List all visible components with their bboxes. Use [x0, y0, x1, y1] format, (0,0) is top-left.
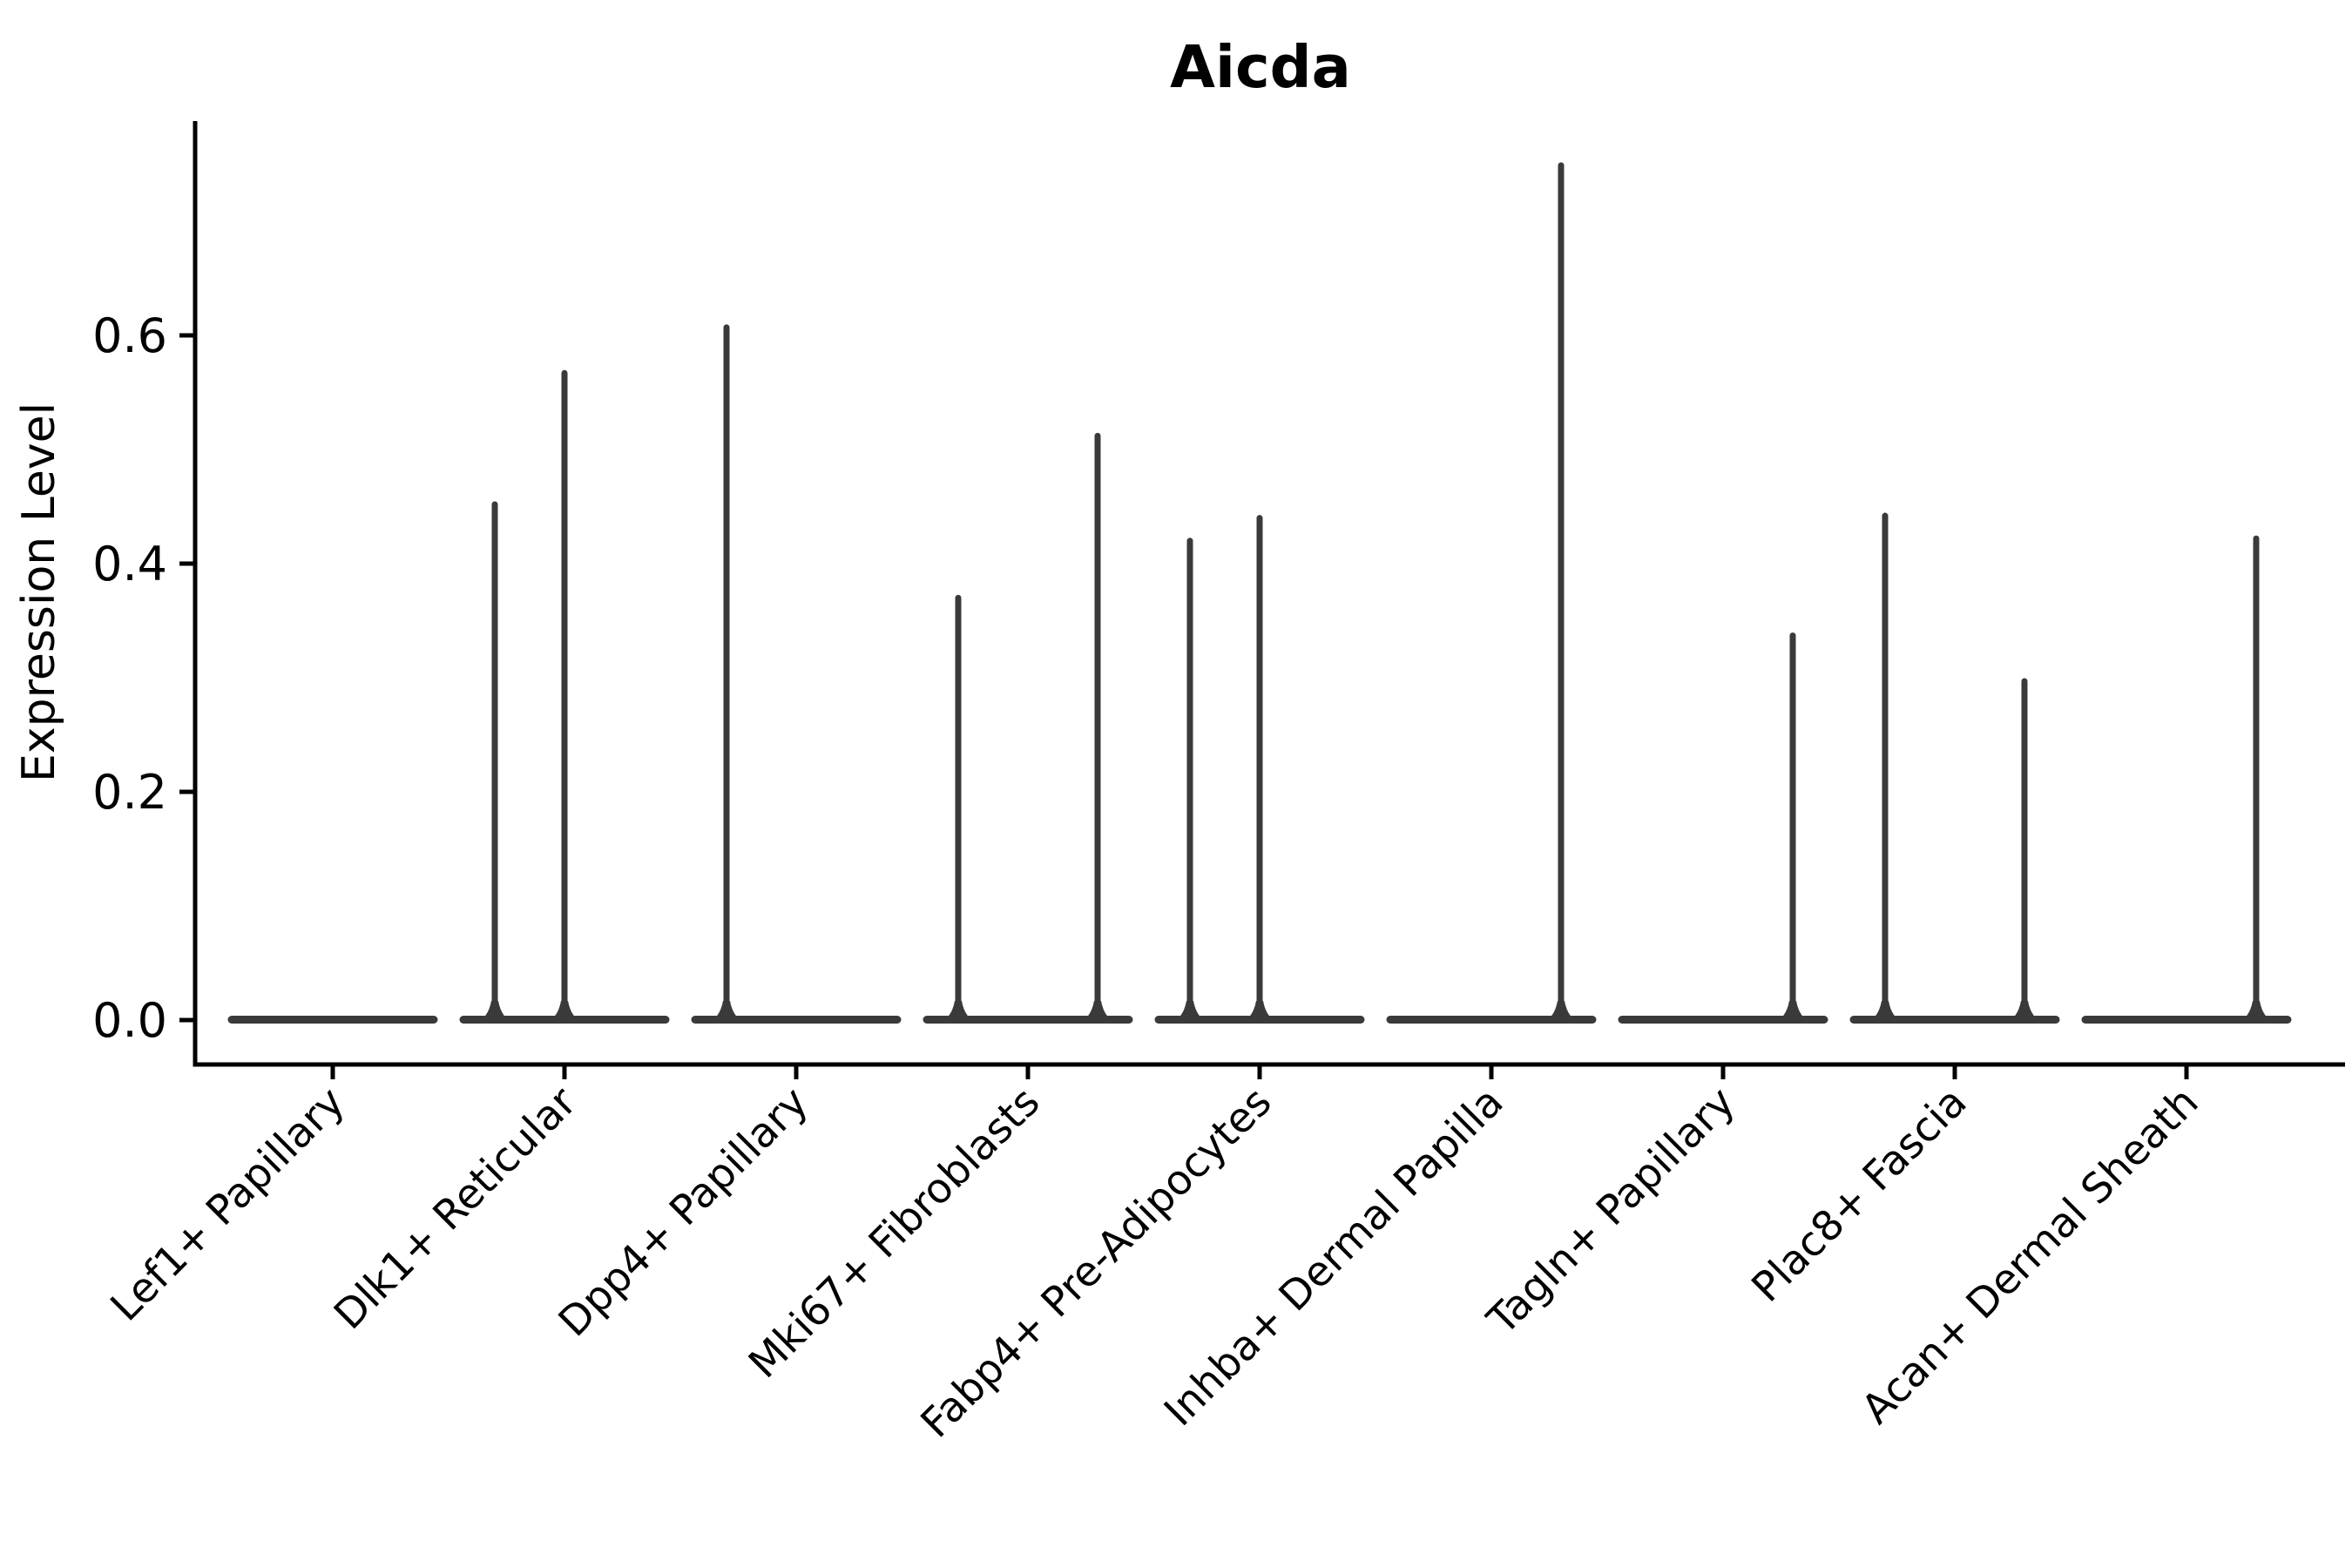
x-tick-label: Dpp4+ Papillary — [550, 1078, 818, 1347]
violins-layer — [227, 162, 2292, 1024]
y-tick-label: 0.0 — [92, 993, 167, 1048]
x-tick-label: Dlk1+ Reticular — [325, 1078, 586, 1339]
y-tick-label: 0.6 — [92, 308, 167, 363]
axis-spines — [193, 121, 2345, 1067]
x-tick-label: Plac8+ Fascia — [1743, 1078, 1977, 1312]
y-axis-label: Expression Level — [13, 402, 65, 782]
violin-baseline — [227, 1016, 438, 1024]
y-tick-label: 0.2 — [92, 765, 167, 820]
x-tick-label: Lef1+ Papillary — [102, 1078, 355, 1331]
y-tick-label: 0.4 — [92, 537, 167, 591]
x-tick-label: Tagln+ Papillary — [1478, 1078, 1745, 1345]
plot-title: Aicda — [1170, 33, 1351, 101]
